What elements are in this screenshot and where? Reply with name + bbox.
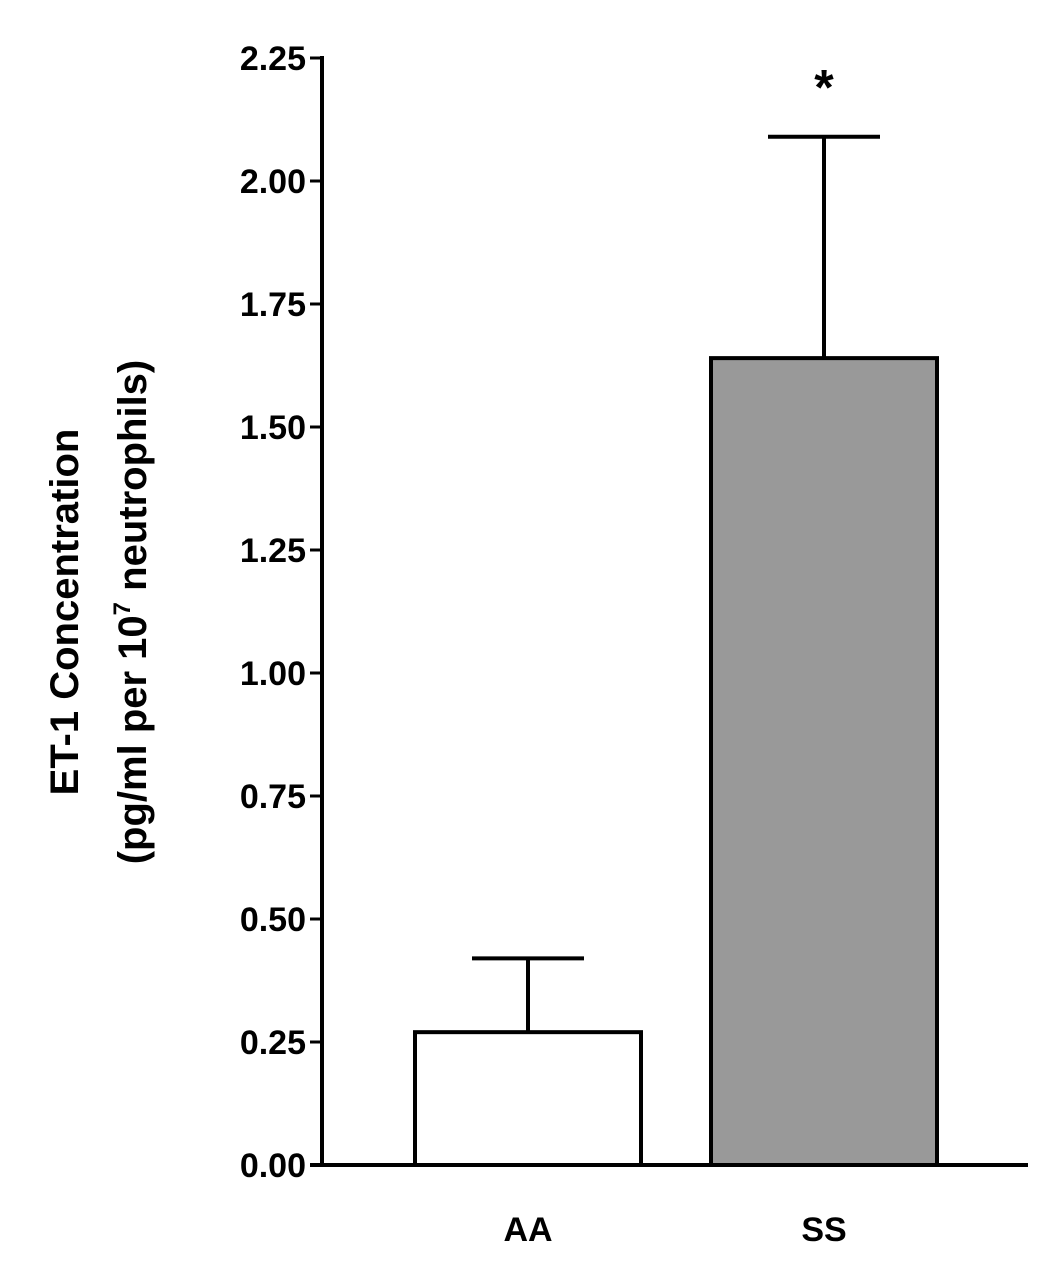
y-axis-label-line1: ET-1 Concentration [43, 429, 87, 796]
y-axis-label: ET-1 Concentration (pg/ml per 107 neutro… [43, 360, 155, 865]
y-axis-label-superscript: 7 [109, 602, 136, 615]
y-tick-label: 1.50 [240, 409, 306, 447]
y-axis-label-line2-post: neutrophils) [111, 360, 155, 602]
x-tick-label: SS [801, 1211, 846, 1249]
x-tick-label: AA [503, 1211, 552, 1249]
bar-aa [413, 1030, 643, 1168]
y-tick-label: 0.00 [240, 1147, 306, 1185]
y-tick-label: 0.25 [240, 1024, 306, 1062]
y-axis-label-line2-pre: (pg/ml per 10 [111, 615, 155, 864]
y-tick-label: 2.25 [240, 40, 306, 78]
y-tick-label: 0.50 [240, 901, 306, 939]
y-tick-label: 1.75 [240, 286, 306, 324]
bar-ss [709, 356, 939, 1167]
y-tick-label: 1.00 [240, 655, 306, 693]
y-tick-label: 2.00 [240, 163, 306, 201]
y-axis-label-line2: (pg/ml per 107 neutrophils) [109, 360, 155, 865]
y-tick-label: 0.75 [240, 778, 306, 816]
significance-marker: * [814, 60, 834, 116]
y-tick-label: 1.25 [240, 532, 306, 570]
